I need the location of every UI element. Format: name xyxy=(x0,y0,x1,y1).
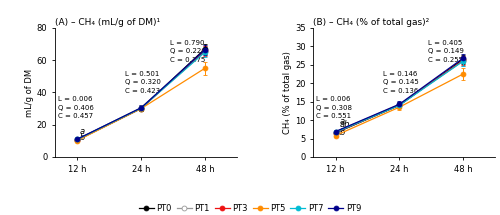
Text: L = 0.006
Q = 0.308
C = 0.551: L = 0.006 Q = 0.308 C = 0.551 xyxy=(316,97,352,119)
Text: a: a xyxy=(340,117,344,126)
Text: ab: ab xyxy=(340,120,350,129)
Legend: PT0, PT1, PT3, PT5, PT7, PT9: PT0, PT1, PT3, PT5, PT7, PT9 xyxy=(139,204,361,213)
Text: L = 0.501
Q = 0.320
C = 0.423: L = 0.501 Q = 0.320 C = 0.423 xyxy=(125,71,161,94)
Text: (A) – CH₄ (mL/g of DM)¹: (A) – CH₄ (mL/g of DM)¹ xyxy=(55,18,160,27)
Text: L = 0.790
Q = 0.226
C = 0.175: L = 0.790 Q = 0.226 C = 0.175 xyxy=(170,40,205,63)
Text: L = 0.146
Q = 0.145
C = 0.136: L = 0.146 Q = 0.145 C = 0.136 xyxy=(384,71,419,94)
Text: b: b xyxy=(340,128,344,137)
Text: b: b xyxy=(80,133,86,142)
Text: (B) – CH₄ (% of total gas)²: (B) – CH₄ (% of total gas)² xyxy=(313,18,430,27)
Text: L = 0.006
Q = 0.406
C = 0.457: L = 0.006 Q = 0.406 C = 0.457 xyxy=(58,97,94,119)
Text: a: a xyxy=(80,127,85,136)
Y-axis label: mL/g of DM: mL/g of DM xyxy=(25,68,34,117)
Text: L = 0.405
Q = 0.149
C = 0.255: L = 0.405 Q = 0.149 C = 0.255 xyxy=(428,40,464,63)
Y-axis label: CH₄ (% of total gas): CH₄ (% of total gas) xyxy=(283,51,292,134)
